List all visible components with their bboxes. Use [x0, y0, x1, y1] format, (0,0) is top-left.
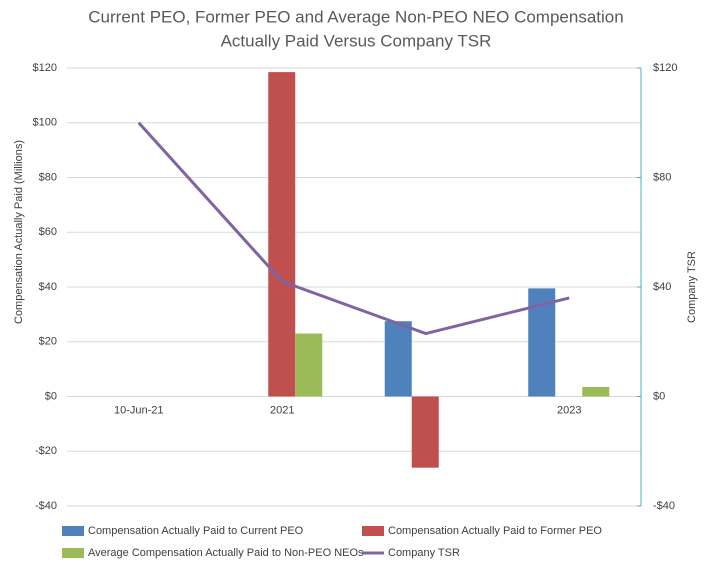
- y-tick-label: $120: [33, 62, 57, 74]
- y-tick-label: $100: [33, 117, 57, 129]
- y2-tick-label: $80: [653, 171, 671, 183]
- y2-tick-label: $0: [653, 390, 665, 402]
- bar: [384, 321, 412, 397]
- legend-swatch: [362, 526, 384, 536]
- legend-label: Average Compensation Actually Paid to No…: [88, 547, 364, 559]
- y-tick-label: $40: [39, 281, 57, 293]
- y-tick-label: -$20: [35, 445, 57, 457]
- x-tick-label: 2023: [557, 404, 581, 416]
- chart-title: Current PEO, Former PEO and Average Non-…: [88, 7, 623, 26]
- x-tick-label: 2021: [270, 404, 294, 416]
- y-tick-label: $60: [39, 226, 57, 238]
- legend-label: Compensation Actually Paid to Former PEO: [388, 525, 602, 537]
- y-tick-label: $0: [45, 390, 57, 402]
- bar: [582, 386, 610, 397]
- legend-label: Company TSR: [388, 547, 460, 559]
- legend-swatch: [62, 548, 84, 558]
- legend-label: Compensation Actually Paid to Current PE…: [88, 525, 304, 537]
- bar: [411, 396, 439, 468]
- bar: [268, 72, 296, 397]
- legend-swatch: [62, 526, 84, 536]
- bar: [295, 333, 323, 397]
- y-tick-label: $20: [39, 336, 57, 348]
- y-tick-label: $80: [39, 171, 57, 183]
- y2-axis-title: Company TSR: [686, 251, 698, 323]
- y-axis-title: Compensation Actually Paid (Millions): [13, 140, 25, 324]
- y-tick-label: -$40: [35, 500, 57, 512]
- y2-tick-label: $40: [653, 281, 671, 293]
- y2-tick-label: -$40: [653, 500, 675, 512]
- line-series: [137, 121, 570, 336]
- x-tick-label: 10-Jun-21: [114, 404, 164, 416]
- y2-tick-label: $120: [653, 62, 677, 74]
- chart-title: Actually Paid Versus Company TSR: [221, 31, 492, 50]
